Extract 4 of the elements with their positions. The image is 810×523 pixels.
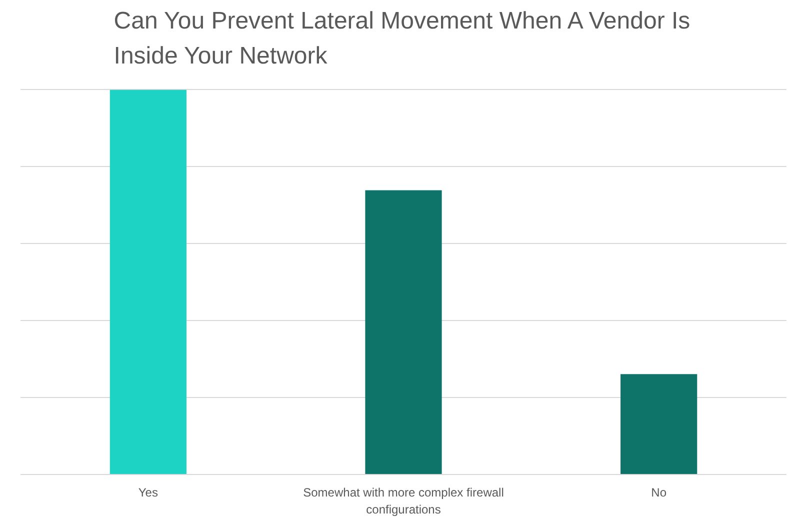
x-tick-label: Yes xyxy=(138,486,158,500)
chart-title: Can You Prevent Lateral Movement When A Vendor Is Inside Your Network xyxy=(114,7,690,70)
x-tick-label: No xyxy=(651,486,667,500)
x-tick-label: Somewhat with more complex firewall configurations xyxy=(303,486,504,516)
